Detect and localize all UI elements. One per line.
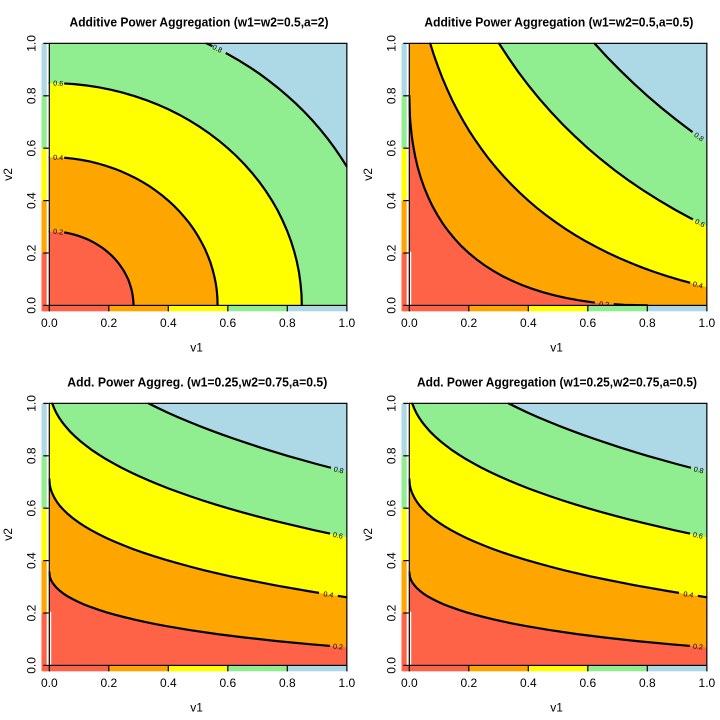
svg-text:0.6: 0.6 bbox=[579, 316, 596, 330]
svg-text:1.0: 1.0 bbox=[699, 676, 716, 690]
svg-text:Additive Power Aggregation (w1: Additive Power Aggregation (w1=w2=0.5,a=… bbox=[424, 15, 693, 30]
svg-text:0.2: 0.2 bbox=[100, 676, 117, 690]
svg-text:0.2: 0.2 bbox=[333, 642, 344, 652]
svg-text:v2: v2 bbox=[1, 168, 15, 181]
svg-text:0.4: 0.4 bbox=[384, 552, 398, 569]
svg-text:0.4: 0.4 bbox=[384, 192, 398, 209]
svg-text:Add. Power Aggreg. (w1=0.25,w2: Add. Power Aggreg. (w1=0.25,w2=0.75,a=0.… bbox=[67, 375, 327, 390]
svg-text:Additive Power Aggregation (w1: Additive Power Aggregation (w1=w2=0.5,a=… bbox=[70, 15, 329, 30]
svg-text:0.2: 0.2 bbox=[100, 316, 117, 330]
svg-text:0.8: 0.8 bbox=[333, 464, 345, 475]
svg-text:1.0: 1.0 bbox=[339, 676, 356, 690]
svg-text:0.0: 0.0 bbox=[401, 676, 418, 690]
svg-text:0.4: 0.4 bbox=[24, 552, 38, 569]
svg-text:1.0: 1.0 bbox=[699, 316, 716, 330]
svg-text:0.8: 0.8 bbox=[639, 316, 656, 330]
svg-text:0.8: 0.8 bbox=[24, 447, 38, 464]
svg-text:0.0: 0.0 bbox=[41, 316, 58, 330]
svg-text:0.4: 0.4 bbox=[53, 153, 64, 163]
svg-text:0.6: 0.6 bbox=[219, 316, 236, 330]
svg-text:0.0: 0.0 bbox=[24, 657, 38, 674]
svg-text:0.0: 0.0 bbox=[384, 297, 398, 314]
svg-text:0.8: 0.8 bbox=[24, 87, 38, 104]
svg-text:0.8: 0.8 bbox=[639, 676, 656, 690]
svg-text:0.6: 0.6 bbox=[579, 676, 596, 690]
svg-text:0.8: 0.8 bbox=[384, 447, 398, 464]
svg-text:Add. Power Aggregation (w1=0.2: Add. Power Aggregation (w1=0.25,w2=0.75,… bbox=[417, 375, 697, 390]
svg-text:0.4: 0.4 bbox=[323, 589, 334, 599]
svg-text:0.2: 0.2 bbox=[24, 244, 38, 261]
svg-text:0.4: 0.4 bbox=[692, 279, 704, 290]
svg-text:v1: v1 bbox=[550, 701, 563, 715]
svg-text:0.6: 0.6 bbox=[384, 500, 398, 517]
svg-text:0.6: 0.6 bbox=[692, 530, 704, 541]
svg-text:0.6: 0.6 bbox=[53, 78, 63, 87]
svg-text:0.2: 0.2 bbox=[24, 604, 38, 621]
svg-text:0.2: 0.2 bbox=[460, 316, 477, 330]
svg-text:0.0: 0.0 bbox=[401, 316, 418, 330]
svg-text:0.4: 0.4 bbox=[160, 676, 177, 690]
svg-text:0.0: 0.0 bbox=[24, 297, 38, 314]
svg-text:v2: v2 bbox=[361, 168, 375, 181]
svg-text:0.4: 0.4 bbox=[520, 316, 537, 330]
svg-text:0.4: 0.4 bbox=[160, 316, 177, 330]
svg-text:0.8: 0.8 bbox=[279, 676, 296, 690]
svg-text:0.8: 0.8 bbox=[693, 464, 705, 475]
svg-text:0.2: 0.2 bbox=[693, 642, 704, 652]
svg-text:0.2: 0.2 bbox=[599, 299, 610, 309]
svg-text:0.0: 0.0 bbox=[384, 657, 398, 674]
svg-text:v2: v2 bbox=[361, 528, 375, 541]
svg-text:v1: v1 bbox=[190, 341, 203, 355]
svg-text:0.2: 0.2 bbox=[384, 244, 398, 261]
svg-text:0.6: 0.6 bbox=[24, 140, 38, 157]
svg-text:0.8: 0.8 bbox=[211, 42, 224, 55]
svg-text:0.4: 0.4 bbox=[683, 589, 694, 599]
svg-text:0.2: 0.2 bbox=[53, 227, 64, 237]
svg-text:1.0: 1.0 bbox=[384, 395, 398, 412]
svg-text:v2: v2 bbox=[1, 528, 15, 541]
svg-text:v1: v1 bbox=[190, 701, 203, 715]
svg-text:0.4: 0.4 bbox=[520, 676, 537, 690]
svg-text:1.0: 1.0 bbox=[339, 316, 356, 330]
svg-text:0.2: 0.2 bbox=[460, 676, 477, 690]
svg-text:1.0: 1.0 bbox=[24, 35, 38, 52]
svg-text:0.8: 0.8 bbox=[279, 316, 296, 330]
svg-text:0.0: 0.0 bbox=[41, 676, 58, 690]
svg-text:v1: v1 bbox=[550, 341, 563, 355]
svg-text:0.2: 0.2 bbox=[384, 604, 398, 621]
svg-text:0.4: 0.4 bbox=[24, 192, 38, 209]
svg-text:1.0: 1.0 bbox=[24, 395, 38, 412]
svg-text:1.0: 1.0 bbox=[384, 35, 398, 52]
svg-text:0.6: 0.6 bbox=[219, 676, 236, 690]
svg-text:0.8: 0.8 bbox=[384, 87, 398, 104]
svg-text:0.6: 0.6 bbox=[384, 140, 398, 157]
svg-text:0.6: 0.6 bbox=[332, 530, 344, 541]
svg-text:0.6: 0.6 bbox=[694, 217, 707, 230]
svg-text:0.6: 0.6 bbox=[24, 500, 38, 517]
